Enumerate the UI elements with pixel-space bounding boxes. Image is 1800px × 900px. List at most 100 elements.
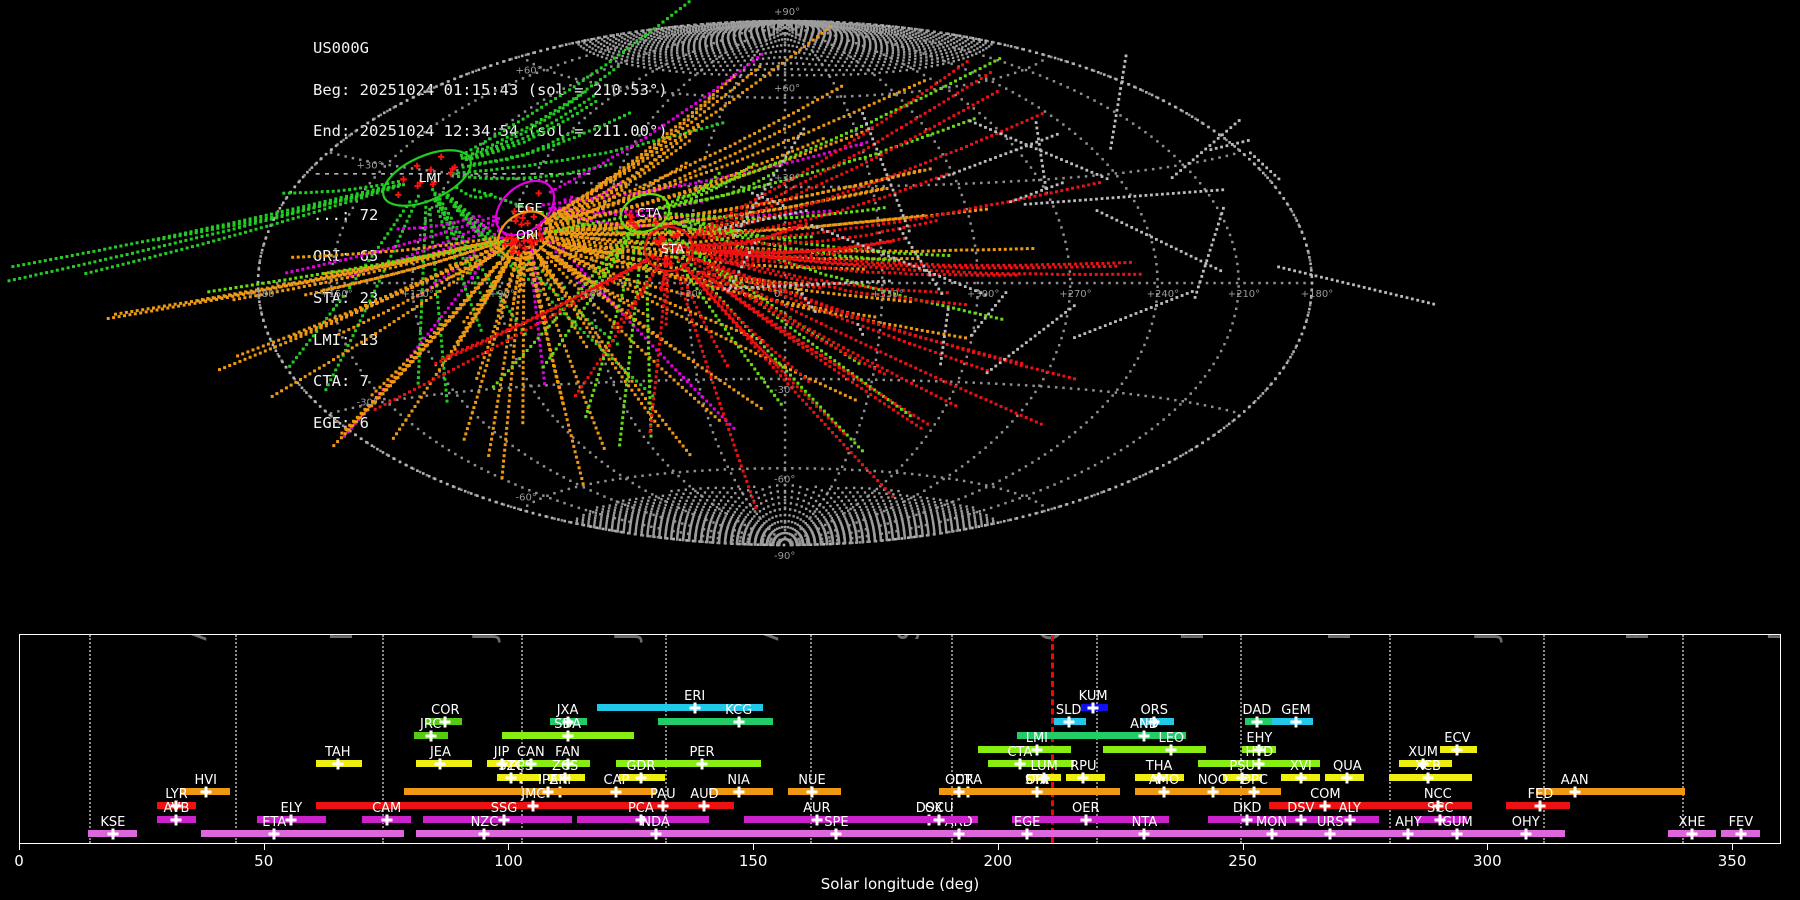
shower-code-label: NCC xyxy=(1423,787,1452,802)
shower-ellipse-label: STA xyxy=(661,241,685,256)
shower-peak-marker xyxy=(332,758,344,769)
month-gridline xyxy=(665,635,668,843)
shower-activity-bar[interactable] xyxy=(1266,718,1314,725)
shower-code-label: OER xyxy=(1072,801,1100,816)
month-gridline xyxy=(809,635,812,843)
shower-ellipse-sta xyxy=(643,225,695,273)
shower-activity-bar[interactable] xyxy=(988,760,1074,767)
axis-tick-label: 300 xyxy=(1473,852,1502,870)
latitude-tick-label: +90° xyxy=(774,7,800,18)
shower-code-label: TAH xyxy=(324,745,351,760)
shower-code-label: ARI xyxy=(549,773,572,788)
shower-code-label: XCB xyxy=(1415,759,1441,774)
shower-ellipse-cta xyxy=(619,192,671,234)
shower-code-label: JEA xyxy=(429,745,451,760)
shower-activity-bar[interactable] xyxy=(596,830,764,837)
shower-code-label: ORI xyxy=(1025,773,1049,788)
coordinate-grid xyxy=(256,19,1314,547)
shower-peak-marker xyxy=(1341,772,1353,783)
shower-peak-marker xyxy=(806,786,818,797)
shower-code-label: LEO xyxy=(1158,731,1185,746)
shower-code-label: FEV xyxy=(1728,815,1754,830)
shower-peak-marker xyxy=(1402,828,1414,839)
shower-code-label: SSG xyxy=(490,801,518,816)
shower-peak-marker xyxy=(496,758,508,769)
shower-code-label: DPC xyxy=(1240,773,1268,788)
shower-activity-bar[interactable] xyxy=(200,830,404,837)
shower-activity-bar[interactable] xyxy=(1102,746,1206,753)
axis-tick xyxy=(997,843,999,850)
shower-activity-bar[interactable] xyxy=(423,816,573,823)
month-gridline xyxy=(89,635,92,843)
shower-peak-marker xyxy=(650,828,662,839)
shower-peak-marker xyxy=(1319,800,1331,811)
longitude-tick-label: +300° xyxy=(967,289,999,300)
shower-code-label: COR xyxy=(431,703,460,718)
shower-activity-bar[interactable] xyxy=(983,830,1086,837)
latitude-tick-label-left: -30° xyxy=(357,397,378,408)
shower-code-label: PCA xyxy=(627,801,654,816)
count-line: ...: 72 xyxy=(313,205,379,224)
shower-activity-bar[interactable] xyxy=(616,760,761,767)
shower-peak-marker xyxy=(733,786,745,797)
shower-peak-marker xyxy=(811,814,823,825)
shower-activity-bar[interactable] xyxy=(658,718,773,725)
shower-peak-marker xyxy=(107,828,119,839)
grid-label-layer: +180° +150° +120° +90° +60° +30° 0° +330° +300° +… xyxy=(247,7,1333,562)
shower-activity-bar[interactable] xyxy=(596,704,764,711)
shower-peak-marker xyxy=(1080,814,1092,825)
shower-code-label: LMI xyxy=(1025,731,1049,746)
shower-activity-bar[interactable] xyxy=(416,830,607,837)
shower-code-label: JMC xyxy=(521,787,546,802)
axis-tick-label: 250 xyxy=(1228,852,1257,870)
shower-peak-marker xyxy=(1077,772,1089,783)
shower-activity-bar[interactable] xyxy=(1154,788,1252,795)
shower-peak-marker xyxy=(635,772,647,783)
shower-activity-bar[interactable] xyxy=(978,746,1072,753)
month-label: MAY xyxy=(325,635,360,641)
shower-code-label: DKD xyxy=(1232,801,1262,816)
shower-code-label: JXA xyxy=(556,703,579,718)
shower-peak-marker xyxy=(1236,772,1248,783)
shower-code-label: CAM xyxy=(372,801,402,816)
shower-activity-bar[interactable] xyxy=(980,788,1120,795)
month-label: JAN xyxy=(1469,635,1504,641)
shower-activity-bar[interactable] xyxy=(1535,788,1685,795)
meteor-track-layer xyxy=(7,0,1436,509)
shower-activity-bar[interactable] xyxy=(1017,732,1186,739)
shower-activity-timeline[interactable]: APR MAY JUN JUL AUG SEP OCT NOV DEC JAN FEB MAR ERI K… xyxy=(19,634,1781,844)
shower-code-label: DSX xyxy=(915,801,943,816)
axis-tick xyxy=(1487,843,1489,850)
shower-activity-bar[interactable] xyxy=(315,802,666,809)
shower-code-label: GEM xyxy=(1281,703,1311,718)
shower-code-label: ECV xyxy=(1444,731,1471,746)
latitude-tick-label-left: +30° xyxy=(357,161,383,172)
shower-activity-bar[interactable] xyxy=(1066,830,1243,837)
longitude-tick-label: +60° xyxy=(581,289,607,300)
shower-code-label: KUM xyxy=(1078,689,1108,704)
month-label: APR xyxy=(179,635,214,641)
shower-code-label: DAD xyxy=(1242,703,1272,718)
month-gridline xyxy=(1542,635,1545,843)
shower-peak-marker xyxy=(285,814,297,825)
shower-code-label: NUE xyxy=(798,773,826,788)
shower-code-label: JIP xyxy=(493,745,510,760)
shower-peak-marker xyxy=(1451,744,1463,755)
shower-peak-marker xyxy=(1534,800,1546,811)
shower-ellipse-lmi xyxy=(382,149,472,207)
shower-peak-marker xyxy=(1451,828,1463,839)
shower-peak-marker xyxy=(696,758,708,769)
shower-code-label: AUR xyxy=(803,801,831,816)
shower-activity-bar[interactable] xyxy=(1269,802,1404,809)
longitude-tick-label: +240° xyxy=(1147,289,1179,300)
month-gridline xyxy=(1388,635,1391,843)
shower-peak-marker xyxy=(525,758,537,769)
shower-peak-marker xyxy=(1021,828,1033,839)
shower-code-label: ELY xyxy=(280,801,303,816)
shower-peak-marker xyxy=(381,814,393,825)
shower-ellipse-ege xyxy=(494,179,556,237)
current-solar-longitude-marker xyxy=(1050,635,1054,843)
shower-peak-marker xyxy=(1031,786,1043,797)
axis-tick xyxy=(19,843,20,850)
